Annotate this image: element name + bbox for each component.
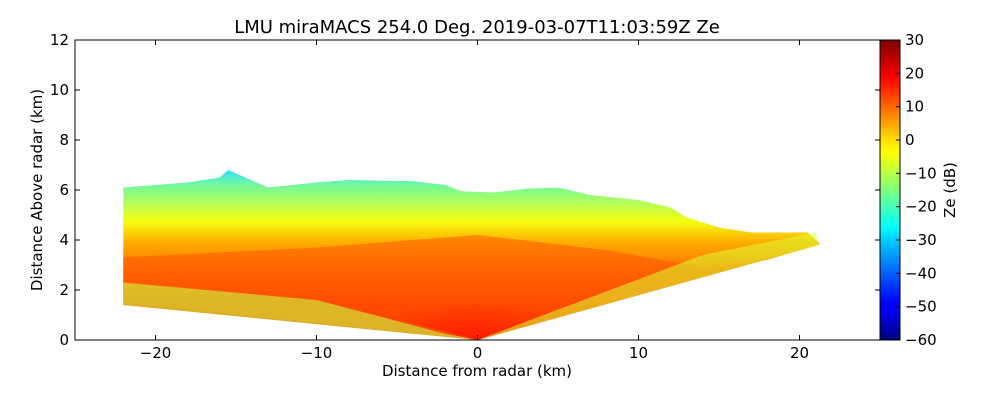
- y-axis-label: Distance Above radar (km): [28, 89, 46, 291]
- y-tick-label: 8: [59, 131, 69, 149]
- x-tick-label: 0: [473, 344, 483, 362]
- x-tick-label: −20: [140, 344, 172, 362]
- colorbar-tick-label: −10: [905, 164, 937, 182]
- x-axis-label: Distance from radar (km): [382, 362, 572, 380]
- radar-echo-region: [123, 170, 819, 340]
- y-tick-label: 12: [50, 31, 69, 49]
- colorbar-tick-label: −60: [905, 331, 937, 349]
- x-tick-label: 10: [629, 344, 648, 362]
- echo-left-edge-band: [123, 282, 478, 340]
- colorbar-tick-label: 10: [905, 98, 924, 116]
- colorbar-tick-label: 30: [905, 31, 924, 49]
- colorbar-ticks: 30 20 10 0 −10 −20 −30 −40 −50 −60: [896, 31, 937, 349]
- colorbar-tick-label: −30: [905, 231, 937, 249]
- x-tick-label: 20: [790, 344, 809, 362]
- colorbar-tick-label: −40: [905, 264, 937, 282]
- colorbar-tick-label: 0: [905, 131, 915, 149]
- y-axis-ticks: 0 2 4 6 8 10 12: [50, 31, 880, 349]
- colorbar-label: Ze (dB): [941, 162, 959, 218]
- y-tick-label: 0: [59, 331, 69, 349]
- chart-title: LMU miraMACS 254.0 Deg. 2019-03-07T11:03…: [234, 17, 720, 38]
- echo-right-edge-band: [477, 232, 819, 340]
- colorbar-tick-label: −20: [905, 198, 937, 216]
- y-tick-label: 10: [50, 81, 69, 99]
- colorbar-tick-label: 20: [905, 64, 924, 82]
- y-tick-label: 4: [59, 231, 69, 249]
- colorbar: [879, 39, 901, 341]
- x-axis-ticks: −20 −10 0 10 20: [140, 40, 809, 362]
- y-tick-label: 6: [59, 181, 69, 199]
- colorbar-tick-label: −50: [905, 298, 937, 316]
- y-tick-label: 2: [59, 281, 69, 299]
- x-tick-label: −10: [301, 344, 333, 362]
